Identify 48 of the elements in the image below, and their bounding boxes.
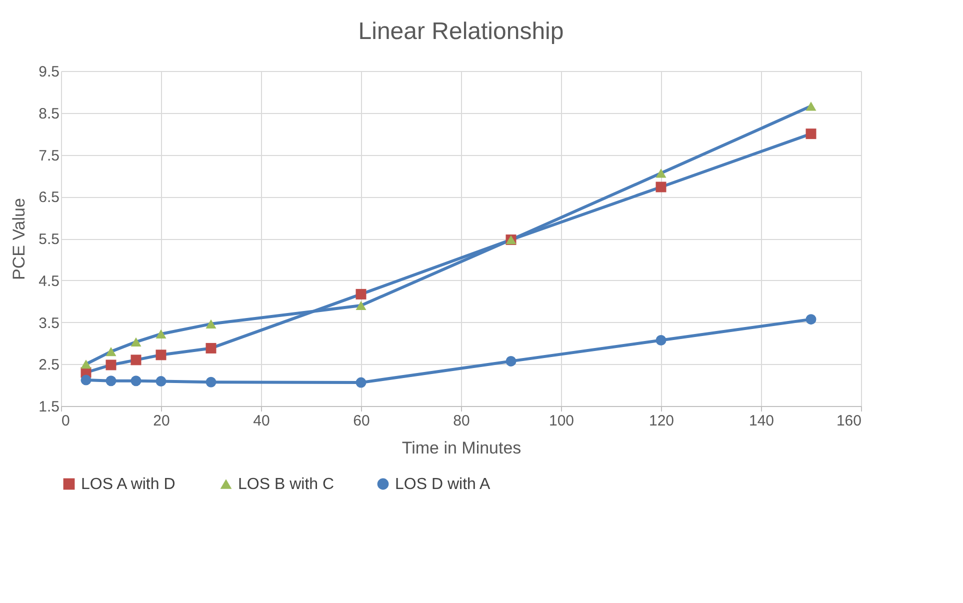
point	[130, 376, 142, 386]
x-tick-label: 140	[748, 412, 774, 430]
y-tick-label: 7.5	[38, 147, 60, 164]
x-tick-label: 120	[648, 412, 674, 430]
x-tick-label: 60	[353, 412, 370, 430]
point	[156, 329, 166, 339]
point	[806, 102, 816, 111]
point	[206, 342, 216, 354]
point	[130, 354, 142, 366]
point	[656, 168, 666, 178]
y-axis-title: PCE Value	[10, 198, 29, 280]
y-tick-label: 3.5	[38, 314, 60, 332]
point	[106, 347, 116, 356]
x-tick-label: 40	[253, 412, 270, 430]
point	[156, 376, 166, 387]
y-tick-label: 6.5	[38, 189, 60, 206]
y-tick-label: 8.5	[38, 105, 60, 122]
x-tick-label: 20	[153, 412, 170, 430]
point	[656, 182, 666, 192]
point	[106, 376, 116, 386]
x-tick-label: 100	[548, 412, 574, 430]
point	[356, 288, 366, 300]
point	[806, 314, 816, 325]
point	[206, 319, 216, 328]
chart-title: Linear Relationship	[358, 18, 564, 45]
point	[656, 335, 666, 346]
legend-label: LOS B with C	[238, 476, 334, 493]
y-tick-label: 1.5	[38, 398, 60, 416]
point	[80, 360, 92, 369]
x-axis-title: Time in Minutes	[402, 438, 522, 458]
point	[206, 376, 216, 388]
y-tick-label: 5.5	[38, 231, 60, 248]
legend-label: LOS A with D	[81, 476, 176, 493]
point	[506, 356, 516, 366]
point	[130, 337, 142, 346]
legend-label: LOS D with A	[395, 476, 490, 493]
y-tick-label: 4.5	[38, 272, 60, 290]
y-tick-label: 2.5	[38, 356, 60, 374]
point	[106, 360, 116, 370]
point	[356, 300, 366, 310]
point	[80, 374, 92, 386]
x-tick-label: 80	[453, 412, 470, 430]
point	[356, 377, 366, 388]
x-tick-label: 0	[62, 412, 70, 430]
point	[156, 350, 166, 360]
point	[806, 128, 816, 140]
x-tick-label: 160	[836, 412, 862, 430]
y-tick-label: 9.5	[38, 64, 60, 80]
